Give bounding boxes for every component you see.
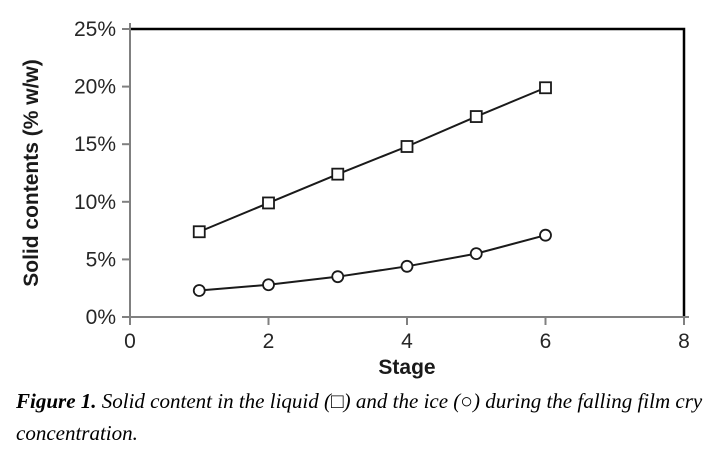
chart: 0% 5% 10% 15% 20% 25% 0 2 4 6 8 Stage Solid contents… [20, 18, 690, 379]
marker-ice-2 [262, 278, 275, 292]
y-tick-label: 25% [74, 18, 116, 41]
plot-border [130, 27, 686, 317]
series-line-liquid [198, 86, 546, 233]
x-tick-label: 2 [263, 330, 275, 353]
x-tick-label: 6 [540, 330, 552, 353]
y-tick-label: 10% [74, 191, 116, 214]
marker-liquid-3 [331, 167, 345, 181]
x-tick-label: 4 [401, 330, 413, 353]
marker-ice-6 [539, 228, 552, 242]
y-tick-label: 0% [86, 306, 116, 329]
marker-ice-4 [400, 259, 414, 273]
marker-ice-5 [469, 247, 483, 261]
caption-text: Solid content in the liquid (□) and the … [16, 389, 703, 445]
marker-liquid-6 [539, 81, 552, 95]
x-tick-label: 8 [678, 330, 690, 353]
marker-liquid-2 [262, 196, 275, 210]
series-line-ice [199, 234, 546, 292]
y-axis-title: Solid contents (% w/w) [20, 59, 43, 287]
figure-caption: Figure 1. Solid content in the liquid (□… [16, 386, 708, 450]
marker-ice-1 [192, 284, 206, 297]
y-tick-label: 5% [86, 248, 116, 271]
marker-ice-3 [331, 270, 345, 284]
marker-liquid-4 [400, 140, 414, 153]
y-tick-label: 20% [74, 76, 116, 99]
marker-liquid-5 [469, 110, 483, 123]
y-tick-label: 15% [74, 133, 116, 156]
caption-label: Figure 1. [16, 389, 97, 413]
x-axis-title: Stage [378, 356, 435, 379]
marker-liquid-1 [192, 225, 206, 239]
x-tick-label: 0 [124, 330, 136, 353]
